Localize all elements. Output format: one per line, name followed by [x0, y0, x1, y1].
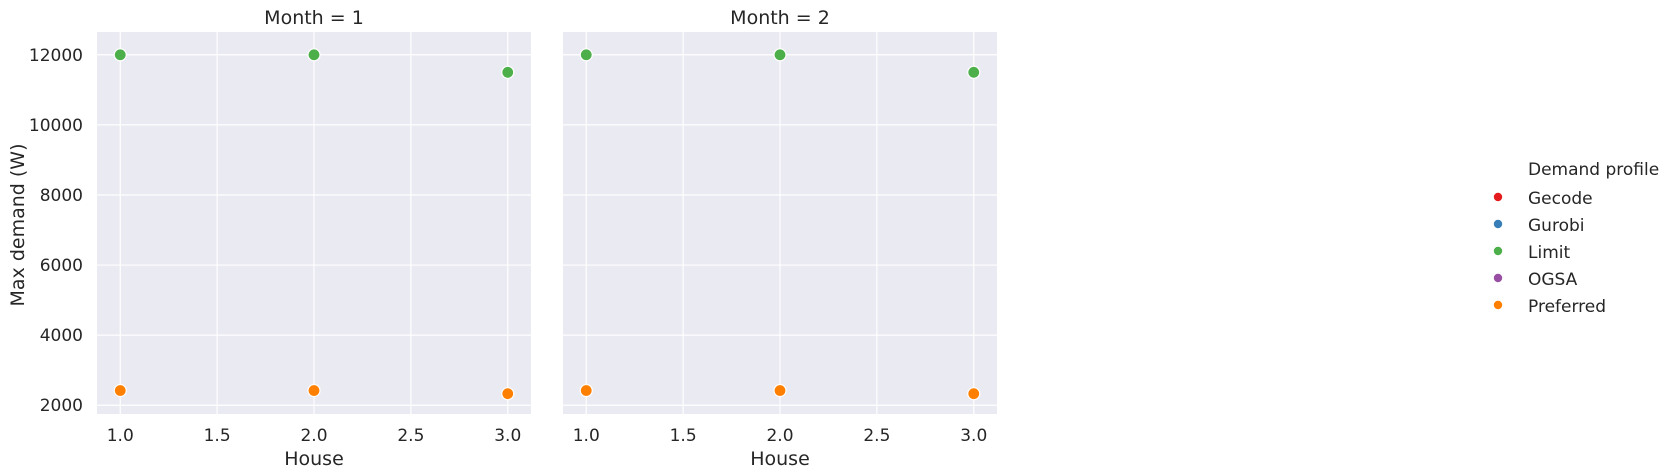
legend-label-ogsa: OGSA: [1528, 270, 1578, 290]
panel-title: Month = 2: [730, 7, 830, 29]
legend-label-limit: Limit: [1528, 243, 1570, 263]
legend-label-gurobi: Gurobi: [1528, 216, 1584, 236]
panel-2: 1.0 1.5 2.0 2.5 3.0 Month = 2 House: [563, 7, 997, 470]
point-preferred-2: [773, 383, 787, 398]
point-preferred-2: [307, 383, 321, 398]
point-limit-2: [773, 48, 787, 62]
panel-title: Month = 1: [264, 7, 364, 29]
x-tick-label: 1.5: [670, 426, 697, 446]
panel-1: 1.0 1.5 2.0 2.5 3.0 2000 4000 6000 8000 10000 1200…: [29, 7, 531, 470]
legend-title: Demand profile: [1528, 160, 1659, 180]
legend-label-gecode: Gecode: [1528, 189, 1593, 209]
x-tick-label: 3.0: [494, 426, 521, 446]
legend-marker-ogsa: [1493, 273, 1503, 283]
y-tick-label: 8000: [40, 186, 83, 206]
y-tick-label: 12000: [29, 46, 83, 66]
x-tick-label: 2.5: [863, 426, 890, 446]
y-axis-label: Max demand (W): [7, 144, 29, 307]
point-limit-3: [967, 65, 981, 79]
legend-marker-gecode: [1493, 192, 1503, 202]
point-preferred-3: [501, 387, 515, 401]
legend: Demand profile Gecode Gurobi Limit OGSA Pref…: [1493, 160, 1659, 317]
point-limit-2: [307, 48, 321, 62]
legend-marker-preferred: [1493, 300, 1503, 310]
point-preferred-1: [113, 383, 127, 398]
x-tick-label: 1.0: [107, 426, 134, 446]
panels: 1.0 1.5 2.0 2.5 3.0 2000 4000 6000 8000 10000 1200…: [29, 7, 997, 470]
y-tick-label: 6000: [40, 256, 83, 276]
x-tick-label: 2.0: [300, 426, 327, 446]
x-axis-label: House: [750, 448, 810, 470]
legend-marker-limit: [1493, 246, 1503, 256]
x-tick-label: 2.5: [397, 426, 424, 446]
point-limit-1: [113, 48, 127, 62]
point-limit-3: [501, 65, 515, 79]
point-limit-1: [579, 48, 593, 62]
y-tick-label: 2000: [40, 396, 83, 416]
y-tick-label: 10000: [29, 116, 83, 136]
x-tick-label: 3.0: [960, 426, 987, 446]
y-tick-label: 4000: [40, 326, 83, 346]
legend-marker-gurobi: [1493, 219, 1503, 229]
x-tick-label: 1.5: [204, 426, 231, 446]
legend-label-preferred: Preferred: [1528, 297, 1606, 317]
x-tick-label: 2.0: [766, 426, 793, 446]
x-tick-label: 1.0: [573, 426, 600, 446]
x-axis-label: House: [284, 448, 344, 470]
point-preferred-3: [967, 387, 981, 401]
point-preferred-1: [579, 383, 593, 398]
